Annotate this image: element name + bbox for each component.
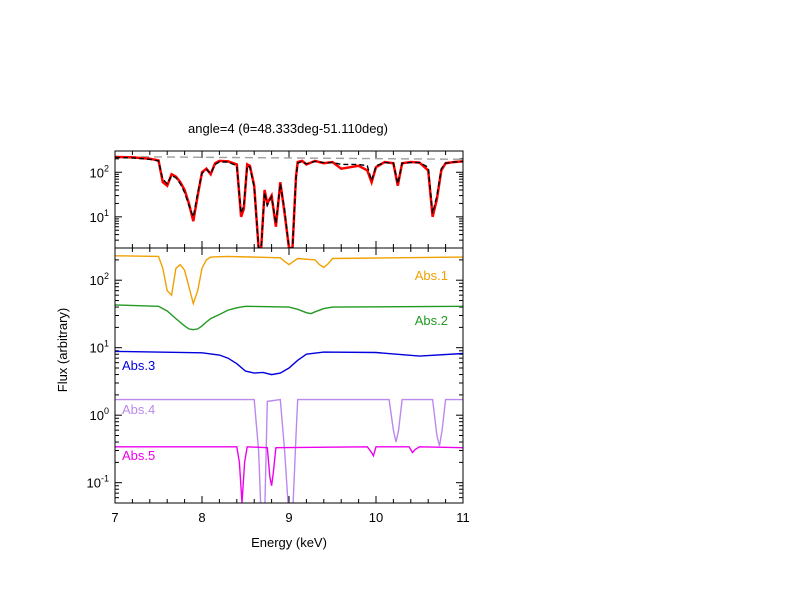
x-tick-label: 10	[369, 510, 383, 525]
abs-4-series-line	[115, 398, 463, 503]
top-panel-plot: 101 102	[90, 150, 464, 249]
x-tick-label: 9	[285, 510, 292, 525]
y-tick-label: 101	[90, 208, 109, 225]
y-tick-exponent: 1	[104, 208, 109, 218]
series-label: Abs.4	[122, 402, 155, 417]
chart-title: angle=4 (θ=48.333deg-51.110deg)	[188, 121, 388, 136]
x-tick-label: 7	[111, 510, 118, 525]
y-tick-exponent: 0	[104, 406, 109, 416]
x-axis-label: Energy (keV)	[251, 535, 327, 550]
y-tick-label: 101	[90, 339, 109, 356]
abs-1-series-line	[115, 255, 463, 307]
abs-5-series-line	[115, 446, 463, 503]
y-tick-label: 102	[90, 163, 109, 180]
series-label: Abs.3	[122, 358, 155, 373]
x-tick-label: 11	[456, 510, 470, 525]
y-axis-label: Flux (arbitrary)	[55, 308, 70, 393]
series-label: Abs.5	[122, 448, 155, 463]
y-tick-label: 102	[90, 271, 109, 288]
abs-3-series-line	[115, 350, 463, 376]
plot-frame	[114, 247, 464, 504]
y-tick-exponent: -1	[101, 474, 109, 484]
series-label: Abs.2	[415, 313, 448, 328]
data-series-line	[115, 155, 463, 248]
series-label: Abs.1	[415, 268, 448, 283]
y-tick-label: 10-1	[87, 474, 109, 491]
y-tick-exponent: 1	[104, 339, 109, 349]
y-tick-exponent: 2	[104, 163, 109, 173]
continuum-series-line	[115, 155, 463, 160]
model-series-line	[115, 156, 463, 248]
y-tick-exponent: 2	[104, 271, 109, 281]
x-tick-label: 8	[198, 510, 205, 525]
abs-2-series-line	[115, 304, 463, 331]
plot-frame	[114, 150, 464, 249]
y-tick-label: 100	[90, 406, 109, 423]
